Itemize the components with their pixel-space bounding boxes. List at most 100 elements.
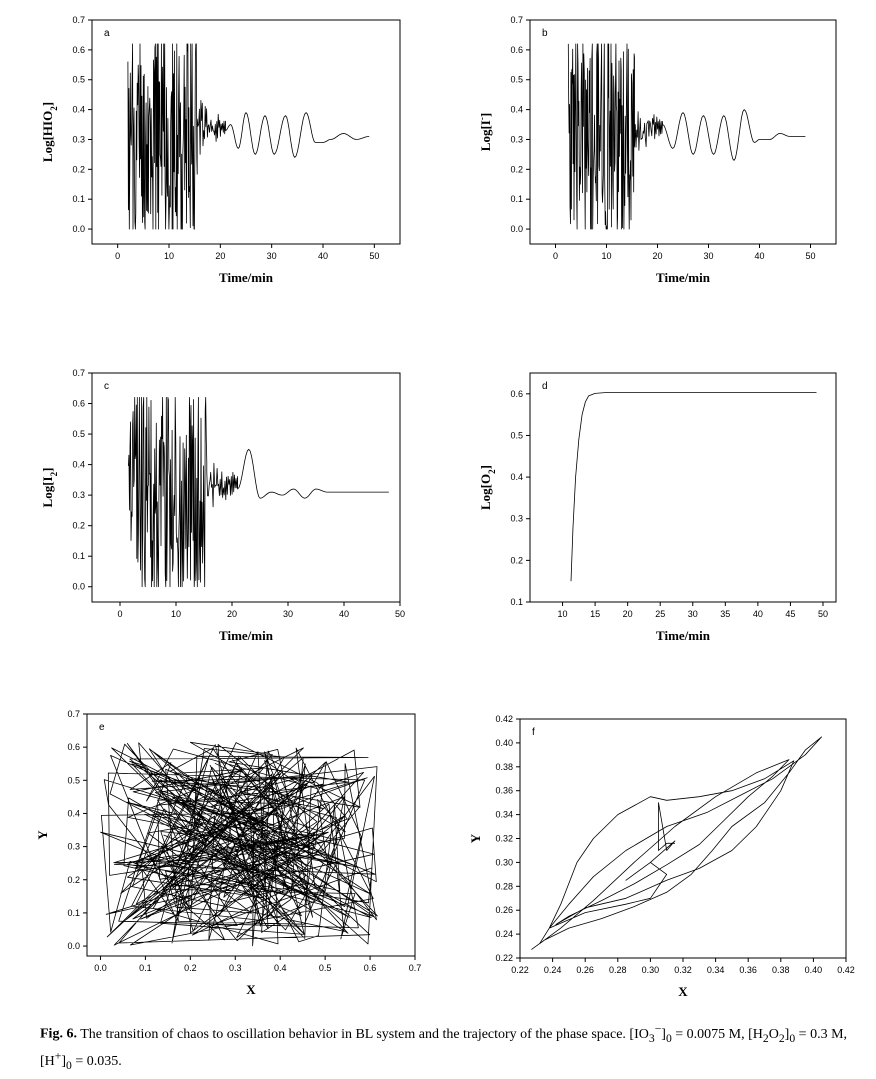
x-tick-label: 50 xyxy=(395,609,405,619)
x-tick-label: 0 xyxy=(115,251,120,261)
y-axis-label: Log[O2] xyxy=(478,465,497,510)
y-tick-label: 0.2 xyxy=(510,555,523,565)
x-tick-label: 0.34 xyxy=(707,965,725,975)
series-line xyxy=(128,397,389,588)
panel-label: b xyxy=(542,28,548,39)
chart-panel-e: 0.0 0.1 0.2 0.3 0.4 0.5 0.6 0.7 0.0 0.1 0.2 0.3 0.4 0… xyxy=(35,709,421,997)
y-tick-label: 0.7 xyxy=(72,15,85,25)
y-tick-label: 0.4 xyxy=(72,460,85,470)
y-tick-label: 0.6 xyxy=(510,389,523,399)
x-tick-label: 0.0 xyxy=(94,963,107,973)
x-tick-label: 40 xyxy=(754,251,764,261)
chart-panel-d: 10 15 20 25 30 35 40 45 50 0.1 0.2 0.3 0.4 0.5 0.6 Time… xyxy=(478,372,837,643)
series-line xyxy=(100,741,378,947)
x-tick-label: 0.6 xyxy=(364,963,377,973)
y-tick-label: 0.22 xyxy=(495,953,513,963)
y-axis-label: Log[HIO2] xyxy=(40,102,59,162)
series-line xyxy=(127,43,370,230)
panel-label: e xyxy=(99,722,105,733)
y-tick-label: 0.7 xyxy=(72,368,85,378)
panel-label: c xyxy=(104,381,109,392)
x-tick-label: 40 xyxy=(318,251,328,261)
y-tick-label: 0.0 xyxy=(67,941,80,951)
y-tick-label: 0.0 xyxy=(510,224,523,234)
y-tick-label: 0.3 xyxy=(72,490,85,500)
y-tick-label: 0.7 xyxy=(67,709,80,719)
figure-caption: Fig. 6. The transition of chaos to oscil… xyxy=(40,1020,860,1075)
x-tick-label: 10 xyxy=(558,609,568,619)
x-axis-label: Time/min xyxy=(656,628,711,643)
x-tick-label: 20 xyxy=(652,251,662,261)
x-tick-label: 30 xyxy=(703,251,713,261)
y-tick-label: 0.1 xyxy=(72,194,85,204)
y-tick-label: 0.42 xyxy=(495,714,513,724)
x-tick-label: 0.28 xyxy=(609,965,627,975)
y-tick-label: 0.3 xyxy=(72,134,85,144)
panel-label: f xyxy=(532,727,535,738)
y-tick-label: 0.32 xyxy=(495,834,513,844)
y-tick-label: 0.1 xyxy=(72,551,85,561)
panel-label: a xyxy=(104,28,110,39)
y-tick-label: 0.40 xyxy=(495,738,513,748)
x-tick-label: 10 xyxy=(601,251,611,261)
x-axis-label: Time/min xyxy=(656,270,711,285)
y-tick-label: 0.5 xyxy=(72,75,85,85)
x-tick-label: 20 xyxy=(215,251,225,261)
caption-label: Fig. 6. xyxy=(40,1026,77,1042)
x-tick-label: 20 xyxy=(227,609,237,619)
x-tick-label: 45 xyxy=(785,609,795,619)
plot-frame xyxy=(529,372,837,603)
x-tick-label: 0.42 xyxy=(837,965,855,975)
x-tick-label: 0.26 xyxy=(576,965,594,975)
y-tick-label: 0.0 xyxy=(72,582,85,592)
y-tick-label: 0.28 xyxy=(495,881,513,891)
series-line xyxy=(567,43,806,230)
x-tick-label: 0.30 xyxy=(642,965,660,975)
y-tick-label: 0.34 xyxy=(495,810,513,820)
x-tick-label: 20 xyxy=(623,609,633,619)
x-tick-label: 0.36 xyxy=(739,965,757,975)
x-axis-label: Time/min xyxy=(219,628,274,643)
y-tick-label: 0.5 xyxy=(510,75,523,85)
x-tick-label: 50 xyxy=(805,251,815,261)
y-axis-label: Y xyxy=(468,833,483,843)
y-tick-label: 0.4 xyxy=(510,105,523,115)
plot-frame xyxy=(529,19,837,245)
y-tick-label: 0.2 xyxy=(72,521,85,531)
y-tick-label: 0.24 xyxy=(495,929,513,939)
x-tick-label: 0 xyxy=(117,609,122,619)
y-tick-label: 0.4 xyxy=(510,472,523,482)
y-tick-label: 0.1 xyxy=(67,908,80,918)
y-tick-label: 0.1 xyxy=(510,194,523,204)
series-line xyxy=(531,736,822,950)
y-axis-label: Y xyxy=(35,830,50,840)
y-tick-label: 0.5 xyxy=(510,430,523,440)
chart-panel-c: 0 10 20 30 40 50 0.0 0.1 0.2 0.3 0.4 0.5 0.6 0.7 Time/… xyxy=(40,368,405,643)
y-tick-label: 0.30 xyxy=(495,857,513,867)
x-tick-label: 30 xyxy=(267,251,277,261)
x-tick-label: 0.40 xyxy=(805,965,823,975)
plot-frame xyxy=(91,19,401,245)
y-tick-label: 0.26 xyxy=(495,905,513,915)
y-tick-label: 0.2 xyxy=(67,875,80,885)
y-tick-label: 0.2 xyxy=(72,164,85,174)
plot-frame xyxy=(86,713,416,957)
y-tick-label: 0.3 xyxy=(510,134,523,144)
plot-frame xyxy=(519,718,847,959)
y-tick-label: 0.6 xyxy=(72,45,85,55)
y-tick-label: 0.3 xyxy=(67,842,80,852)
y-tick-label: 0.5 xyxy=(72,429,85,439)
x-axis-label: X xyxy=(246,982,256,997)
x-tick-label: 0.22 xyxy=(511,965,529,975)
y-axis-label: Log[I2] xyxy=(40,468,59,508)
y-tick-label: 0.4 xyxy=(72,105,85,115)
x-tick-label: 15 xyxy=(590,609,600,619)
y-tick-label: 0.6 xyxy=(72,399,85,409)
x-tick-label: 30 xyxy=(283,609,293,619)
x-tick-label: 0.32 xyxy=(674,965,692,975)
plot-frame xyxy=(91,372,401,603)
x-tick-label: 0.5 xyxy=(319,963,332,973)
x-axis-label: Time/min xyxy=(219,270,274,285)
y-tick-label: 0.0 xyxy=(72,224,85,234)
